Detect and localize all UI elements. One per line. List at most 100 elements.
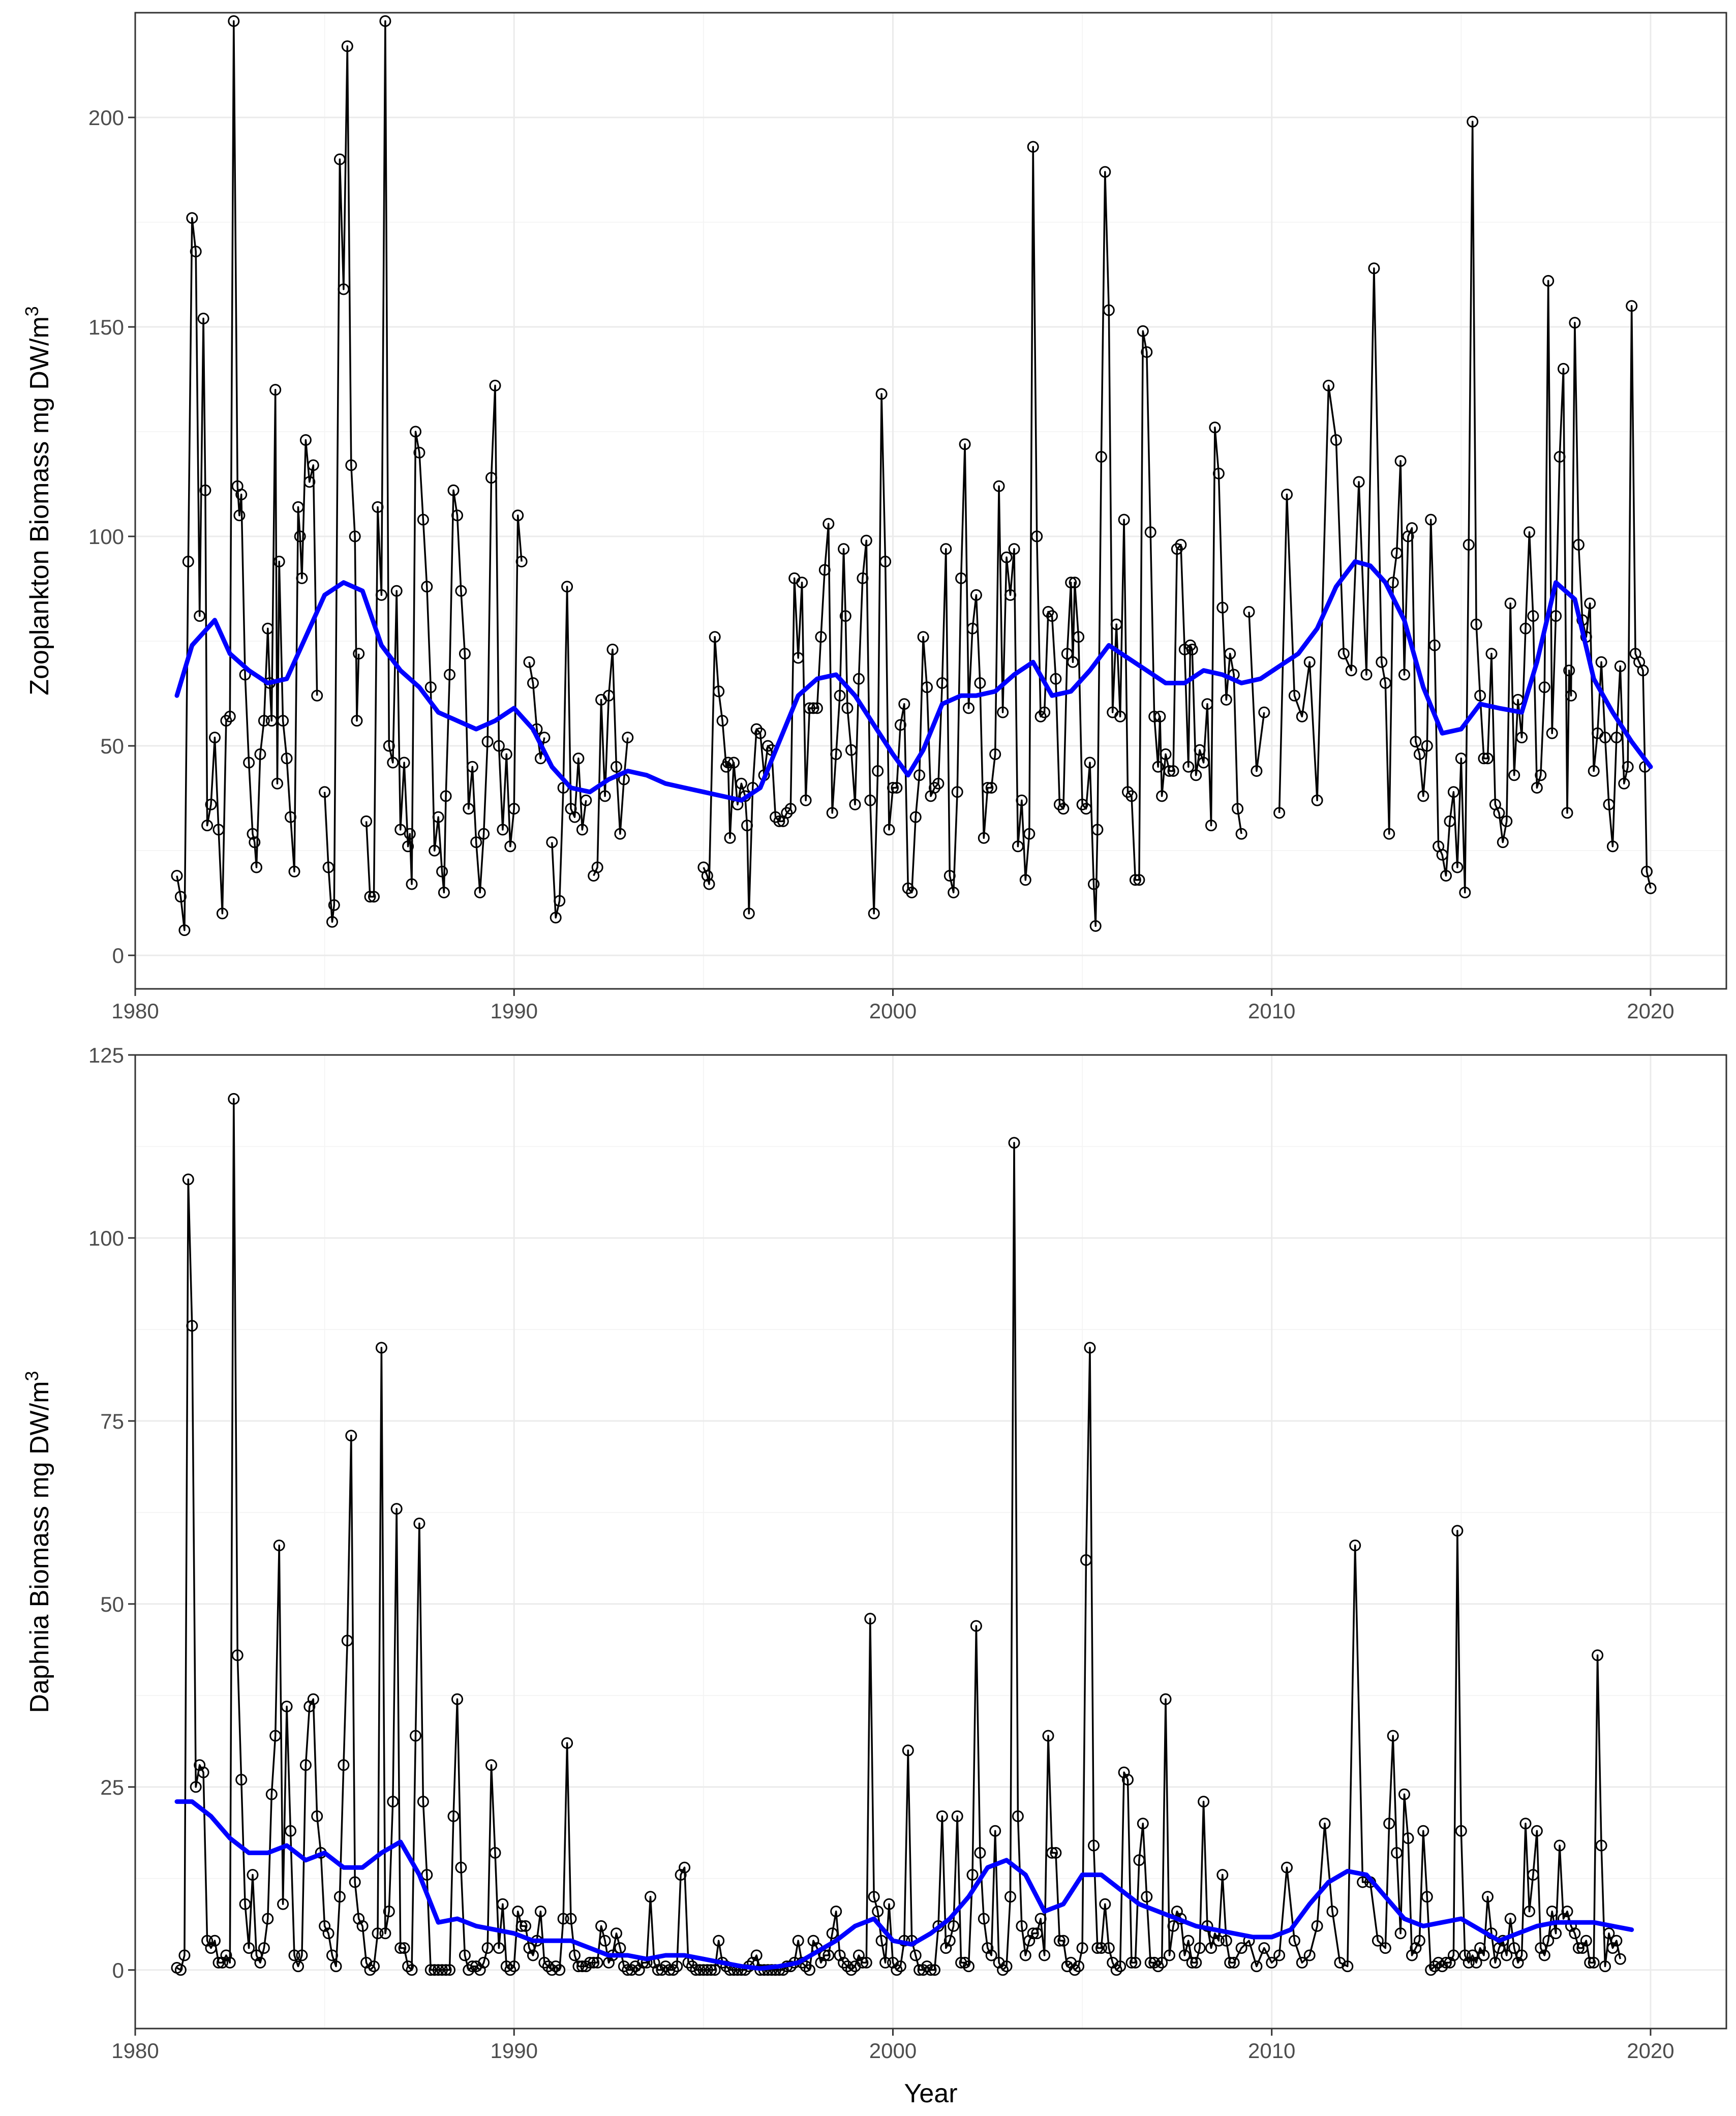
zooplankton-data-point [444, 669, 455, 681]
daphnia-data-point [394, 1942, 407, 1954]
daphnia-data-point [1160, 1693, 1172, 1705]
zooplankton-data-point [1303, 656, 1316, 668]
daphnia-data-point [1546, 1906, 1558, 1918]
daphnia-data-point [1088, 1839, 1100, 1852]
daphnia-data-point [951, 1810, 963, 1822]
daphnia-data-point [413, 1518, 425, 1529]
zooplankton-data-point [333, 153, 346, 165]
daphnia-data-point [1266, 1956, 1278, 1969]
daphnia-data-point [1595, 1839, 1607, 1852]
zooplankton-observed-line [323, 45, 360, 923]
daphnia-data-point [542, 1960, 554, 1973]
daphnia-data-point [1034, 1913, 1047, 1925]
zooplankton-data-point [1588, 765, 1600, 777]
daphnia-data-point [429, 1964, 441, 1976]
zooplankton-data-point [932, 777, 945, 790]
zooplankton-axes: 1980 1990 2000 2010 2020 0 50 100 150 200 [88, 12, 1727, 1023]
daphnia-data-point [1042, 1730, 1054, 1742]
zooplankton-data-point [417, 513, 429, 526]
daphnia-data-point [281, 1701, 293, 1712]
zooplankton-y-tick-label: 50 [100, 734, 124, 758]
zooplankton-data-point [1027, 141, 1039, 153]
zooplankton-data-point [569, 811, 581, 823]
daphnia-data-point [929, 1964, 940, 1976]
daphnia-data-point [356, 1920, 369, 1932]
zooplankton-data-point [1008, 543, 1020, 555]
daphnia-data-point [1095, 1942, 1107, 1954]
daphnia-data-point [868, 1891, 880, 1903]
zooplankton-data-point [474, 887, 486, 898]
zooplankton-data-point [1455, 752, 1467, 765]
daphnia-plot-area [134, 1054, 1727, 2030]
zooplankton-x-tick-label: 2020 [1627, 999, 1674, 1023]
x-axis-title: Year [904, 2079, 957, 2108]
daphnia-data-point [1387, 1730, 1399, 1742]
zooplankton-data-point [228, 15, 240, 27]
zooplankton-data-point [1154, 710, 1166, 722]
zooplankton-data-point [398, 757, 410, 769]
zooplankton-data-point [868, 908, 880, 920]
zooplankton-data-point [216, 908, 228, 920]
zooplankton-data-point [1485, 648, 1498, 660]
daphnia-data-point [1073, 1960, 1085, 1973]
daphnia-data-point [489, 1847, 501, 1859]
daphnia-data-point [1394, 1927, 1407, 1940]
daphnia-data-point [1572, 1942, 1585, 1954]
daphnia-data-point [561, 1737, 573, 1749]
zooplankton-data-point [1016, 794, 1028, 806]
zooplankton-data-point [243, 757, 255, 769]
zooplankton-data-point [576, 824, 588, 836]
zooplankton-data-point [773, 815, 785, 827]
zooplankton-data-point [1447, 786, 1459, 798]
daphnia-data-point [917, 1964, 929, 1976]
daphnia-data-point [1205, 1942, 1217, 1954]
daphnia-data-point [1141, 1891, 1153, 1903]
zooplankton-data-point [879, 556, 892, 567]
zooplankton-data-point [421, 581, 433, 593]
zooplankton-data-point [277, 715, 289, 727]
zooplankton-data-point [1175, 539, 1187, 551]
daphnia-data-point [1398, 1788, 1410, 1800]
zooplankton-data-point [251, 861, 262, 873]
zooplankton-data-point [1417, 790, 1429, 802]
daphnia-data-point [1478, 1949, 1490, 1961]
zooplankton-data-point [1508, 769, 1520, 781]
zooplankton-data-point [1504, 597, 1516, 610]
zooplankton-data-point [611, 761, 622, 773]
daphnia-data-point [424, 1964, 437, 1976]
daphnia-data-point [1504, 1913, 1516, 1925]
zooplankton-data-point [402, 840, 414, 853]
daphnia-data-point [1091, 1942, 1104, 1954]
daphnia-data-point [1440, 1956, 1452, 1969]
daphnia-data-point [387, 1796, 399, 1808]
zooplankton-data-point [1470, 618, 1482, 630]
zooplankton-data-point [955, 572, 967, 584]
daphnia-data-point [1342, 1960, 1354, 1973]
daphnia-data-point [1220, 1934, 1232, 1947]
zooplankton-data-point [440, 790, 452, 802]
daphnia-data-point [1137, 1818, 1149, 1830]
daphnia-data-point [432, 1964, 444, 1976]
daphnia-data-point [478, 1956, 490, 1969]
daphnia-data-point [330, 1960, 342, 1973]
zooplankton-data-point [997, 706, 1009, 718]
zooplankton-data-point [830, 748, 842, 760]
zooplankton-data-point [1057, 803, 1070, 815]
daphnia-data-point [709, 1964, 721, 1976]
zooplankton-data-point [743, 908, 755, 920]
zooplankton-data-point [326, 916, 338, 928]
zooplankton-data-point [724, 832, 736, 844]
zooplankton-data-point [784, 803, 797, 815]
daphnia-data-point [588, 1956, 600, 1969]
daphnia-x-tick-label: 1990 [491, 2039, 538, 2063]
zooplankton-data-point [171, 870, 183, 882]
daphnia-data-point [497, 1898, 509, 1910]
daphnia-data-point [285, 1825, 296, 1837]
zooplankton-data-point [1160, 748, 1172, 760]
zooplankton-data-point [1512, 693, 1524, 706]
daphnia-data-point [224, 1956, 236, 1969]
zooplankton-data-point [1067, 656, 1079, 668]
zooplankton-data-point [368, 891, 380, 903]
daphnia-data-point [417, 1796, 429, 1808]
zooplankton-data-point [1069, 577, 1081, 589]
